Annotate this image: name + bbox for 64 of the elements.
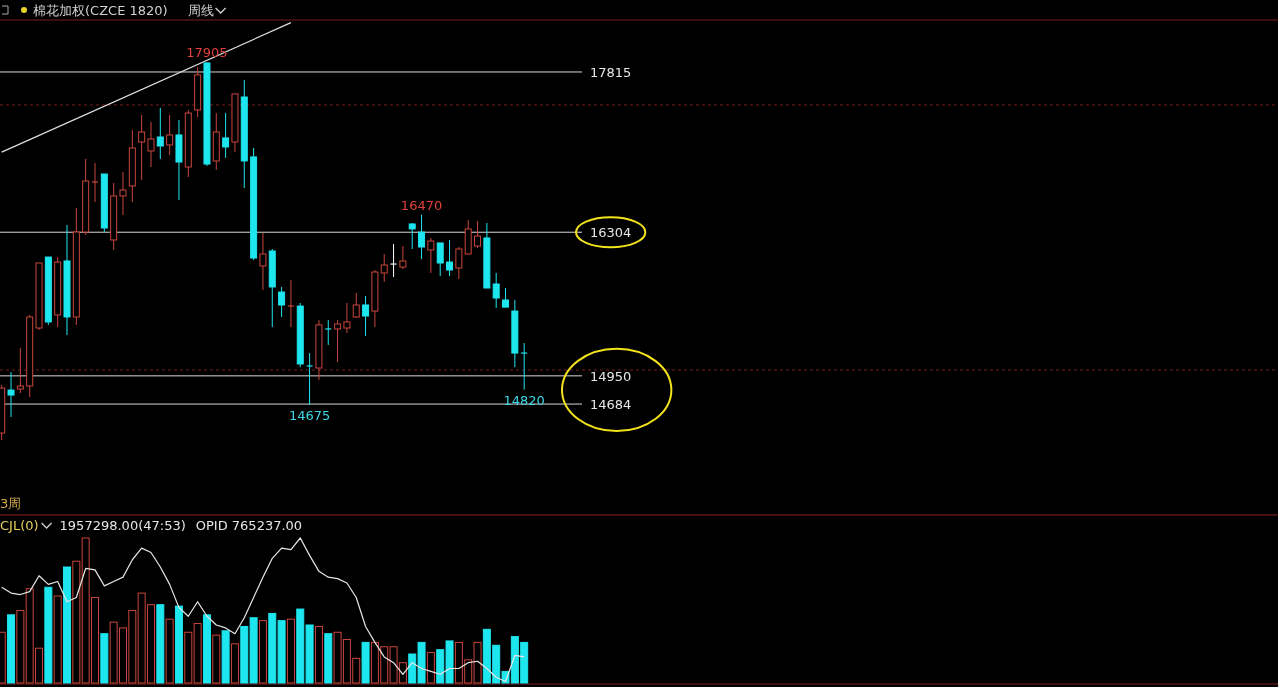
- candlestick: [222, 112, 230, 159]
- candlestick: [446, 239, 454, 277]
- candlestick: [343, 302, 351, 334]
- bar: [202, 614, 211, 684]
- candlestick: [399, 245, 407, 270]
- candlestick: [474, 220, 482, 249]
- ref-line-label: 16304: [590, 225, 632, 241]
- bar: [63, 566, 72, 684]
- bar: [221, 630, 230, 684]
- bar: [286, 618, 295, 684]
- bar: [314, 625, 323, 684]
- bar: [426, 652, 435, 684]
- bar: [361, 641, 370, 684]
- candlestick: [427, 237, 435, 274]
- annotation: 14820: [503, 392, 545, 408]
- bar: [100, 633, 109, 684]
- candlestick: [408, 222, 416, 250]
- candlestick: [380, 253, 388, 283]
- candlestick: [91, 162, 99, 203]
- candlestick: [156, 107, 164, 160]
- candlestick: [492, 272, 500, 309]
- bar: [156, 604, 165, 684]
- ref-line-label: 14684: [590, 397, 632, 413]
- text: OPID 765237.00: [195, 518, 303, 533]
- annotation: 16470: [400, 197, 443, 213]
- ref-line-label: 17815: [590, 64, 632, 80]
- bar: [53, 595, 62, 684]
- bar: [174, 605, 183, 684]
- candlestick: [334, 319, 342, 363]
- chart-title: CJL(0): [0, 518, 39, 533]
- candlestick: [362, 295, 370, 337]
- candlestick: [455, 246, 463, 280]
- candlestick: [520, 342, 528, 391]
- candlestick: [16, 347, 24, 394]
- candlestick: [7, 371, 15, 418]
- chart-title: 棉花加权(CZCE 1820): [33, 3, 168, 18]
- candlestick: [278, 286, 286, 318]
- candlestick: [147, 121, 155, 168]
- bar: [212, 634, 221, 684]
- bar: [324, 633, 333, 684]
- candlestick: [352, 292, 360, 319]
- chart-subtitle: 周线: [187, 3, 214, 18]
- candlestick: [119, 171, 127, 216]
- ref-line-label: 14950: [590, 368, 632, 384]
- bar: [165, 618, 174, 684]
- bar: [230, 643, 239, 684]
- candlestick: [502, 287, 510, 308]
- bar: [7, 614, 16, 684]
- bar: [44, 586, 53, 684]
- text: 1957298.00(47:53): [59, 518, 186, 533]
- annotation: 17905: [186, 45, 228, 61]
- candlestick: [287, 279, 295, 328]
- candlestick: [305, 352, 314, 406]
- candlestick: [166, 114, 174, 156]
- bar: [258, 620, 267, 684]
- candlestick: [259, 232, 267, 291]
- candlestick: [389, 243, 398, 278]
- bar: [72, 560, 81, 684]
- candlestick: [324, 319, 332, 346]
- candlestick: [418, 214, 426, 260]
- annotation: 14675: [288, 408, 331, 424]
- annotation: 3周: [0, 496, 22, 511]
- candlestick: [138, 114, 146, 181]
- candlestick: [436, 242, 444, 277]
